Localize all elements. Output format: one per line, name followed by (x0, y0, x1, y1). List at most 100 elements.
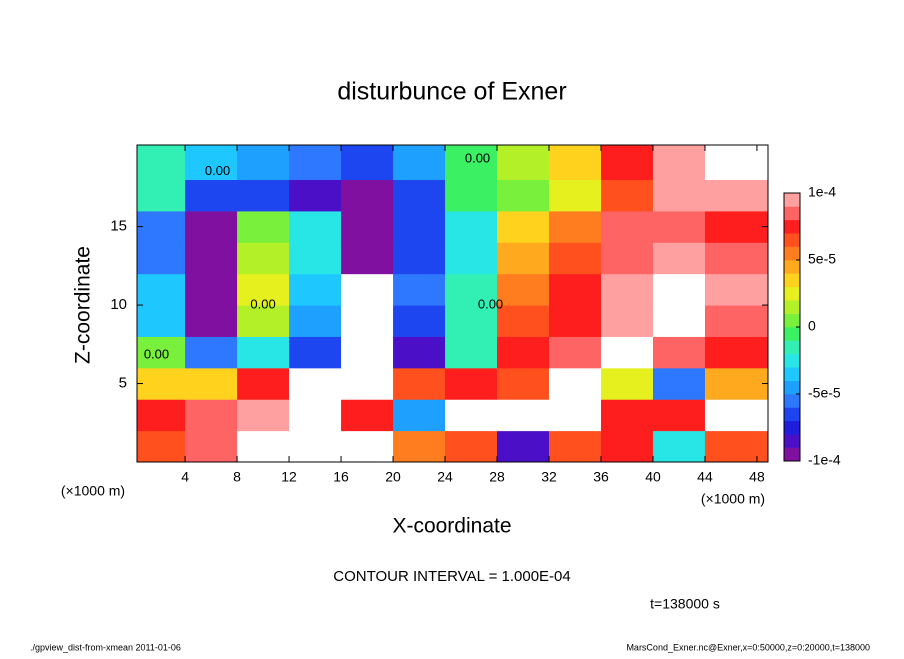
heatmap-cell (497, 210, 550, 243)
heatmap-cell (393, 179, 446, 212)
colorbar-band (784, 313, 800, 328)
heatmap-cell (185, 305, 238, 337)
heatmap-cell (704, 145, 769, 181)
heatmap-cell (393, 336, 446, 369)
heatmap-cell (185, 367, 238, 400)
heatmap-cell (497, 336, 550, 369)
heatmap-cell (341, 210, 394, 243)
heatmap-cell (652, 145, 706, 181)
heatmap-cell (185, 430, 238, 463)
colorbar-band (784, 407, 800, 422)
heatmap-cell (549, 367, 602, 400)
heatmap-cell (341, 273, 394, 306)
colorbar-band (784, 367, 800, 381)
colorbar-band (784, 193, 800, 207)
heatmap-cell (549, 242, 602, 275)
heatmap-cell (289, 179, 342, 212)
heatmap-cell (393, 305, 446, 337)
x-tick-label: 16 (333, 469, 349, 485)
heatmap-cell (341, 430, 394, 463)
chart-title: disturbunce of Exner (337, 78, 566, 106)
heatmap-cell (600, 210, 654, 243)
heatmap-cell (289, 242, 342, 275)
contour-label: 0.00 (465, 151, 490, 166)
heatmap-cell (237, 210, 290, 243)
x-tick-label: 12 (281, 469, 297, 485)
heatmap-cell (289, 430, 342, 463)
heatmap-cell (137, 399, 186, 432)
heatmap-cell (497, 305, 550, 337)
time-label: t=138000 s (650, 596, 720, 612)
x-tick-label: 8 (233, 469, 241, 485)
heatmap-cell (704, 367, 769, 400)
heatmap-cell (549, 305, 602, 337)
colorbar-tick-label: -5e-5 (808, 385, 841, 401)
colorbar-band (784, 300, 800, 314)
heatmap-cell (652, 305, 706, 337)
heatmap-cell (497, 273, 550, 306)
heatmap-cell (137, 336, 186, 369)
heatmap-cell (445, 210, 498, 243)
heatmap-cell (393, 145, 446, 181)
heatmap-cell (445, 242, 498, 275)
heatmap-cell (652, 336, 706, 369)
heatmap-cell (704, 305, 769, 337)
x-axis-label: X-coordinate (392, 515, 511, 538)
heatmap-cell (137, 367, 186, 400)
heatmap-cell (137, 242, 186, 275)
heatmap-cell (445, 305, 498, 337)
contour-label: 0.00 (250, 297, 275, 312)
colorbar-band (784, 353, 800, 368)
heatmap-cell (237, 145, 290, 181)
heatmap-cells (137, 145, 769, 463)
heatmap-cell (704, 242, 769, 275)
heatmap-cell (549, 430, 602, 463)
heatmap-cell (445, 179, 498, 212)
colorbar-band (784, 246, 800, 261)
contour-label: 0.00 (205, 163, 230, 178)
heatmap-cell (393, 210, 446, 243)
y-axis-label: Z-coordinate (72, 246, 95, 364)
heatmap-cell (185, 210, 238, 243)
heatmap-cell (704, 179, 769, 212)
heatmap-cell (289, 367, 342, 400)
heatmap-cell (341, 367, 394, 400)
heatmap-cell (237, 336, 290, 369)
footer-left: ./gpview_dist-from-xmean 2011-01-06 (30, 642, 181, 652)
heatmap-cell (704, 210, 769, 243)
heatmap-cell (237, 367, 290, 400)
x-tick-label: 24 (437, 469, 453, 485)
heatmap-cell (185, 336, 238, 369)
heatmap-cell (600, 179, 654, 212)
heatmap-cell (652, 430, 706, 463)
heatmap-cell (237, 242, 290, 275)
heatmap-cell (497, 367, 550, 400)
heatmap-cell (393, 242, 446, 275)
heatmap-cell (704, 399, 769, 432)
heatmap-cell (289, 145, 342, 181)
heatmap-cell (549, 145, 602, 181)
heatmap-cell (289, 210, 342, 243)
colorbar-band (784, 380, 800, 395)
colorbar-band (784, 260, 800, 274)
heatmap-cell (237, 273, 290, 306)
footer-right: MarsCond_Exner.nc@Exner,x=0:50000,z=0:20… (626, 642, 870, 652)
heatmap-cell (289, 336, 342, 369)
heatmap-cell (341, 242, 394, 275)
colorbar-band (784, 273, 800, 288)
heatmap-cell (600, 430, 654, 463)
x-tick-label: 20 (385, 469, 401, 485)
heatmap-cell (549, 336, 602, 369)
contour-label: 0.00 (478, 297, 503, 312)
x-tick-label: 28 (489, 469, 505, 485)
heatmap-cell (549, 399, 602, 432)
heatmap-cell (652, 179, 706, 212)
heatmap-cell (341, 336, 394, 369)
x-unit-label: (×1000 m) (701, 491, 765, 507)
heatmap-cell (652, 273, 706, 306)
colorbar-band (784, 286, 800, 301)
heatmap-cell (185, 242, 238, 275)
heatmap-cell (341, 305, 394, 337)
colorbar-band (784, 394, 800, 408)
y-unit-label: (×1000 m) (61, 483, 125, 499)
